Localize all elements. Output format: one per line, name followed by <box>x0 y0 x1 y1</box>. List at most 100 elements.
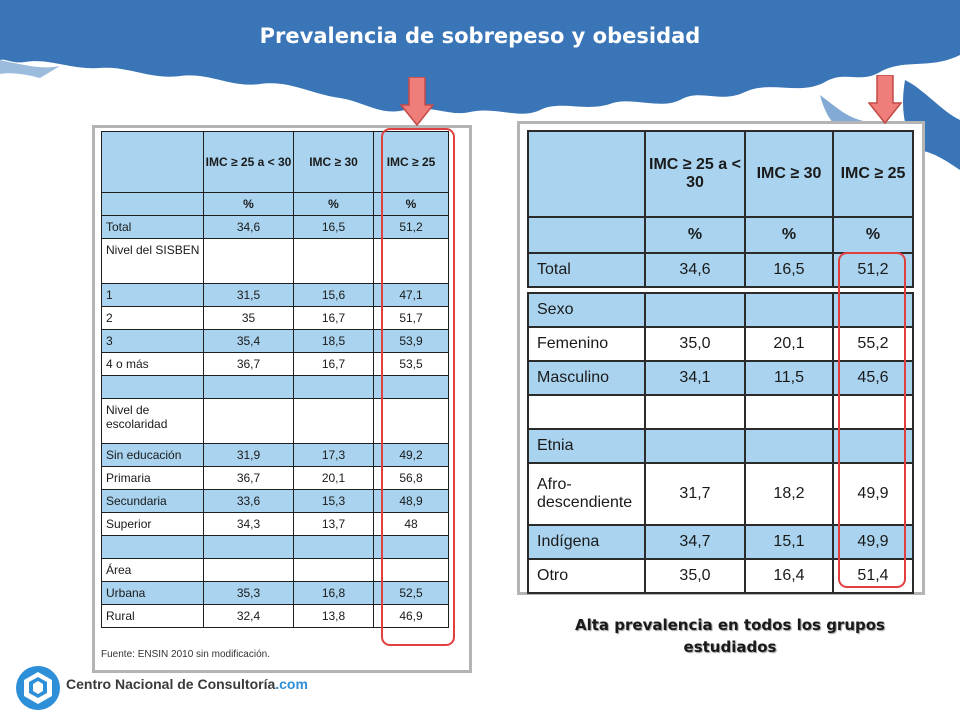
gap-cell <box>645 286 745 294</box>
column-header: IMC ≥ 25 a < 30 <box>203 131 294 193</box>
table-row: 3 35,4 18,5 53,9 <box>101 329 449 353</box>
row-label: Rural <box>101 604 204 628</box>
source-note: Fuente: ENSIN 2010 sin modificación. <box>101 649 270 660</box>
right-data-table: IMC ≥ 25 a < 30 IMC ≥ 30 IMC ≥ 25%%% Total 3… <box>527 130 914 594</box>
column-header <box>527 130 646 218</box>
row-label: 1 <box>101 283 204 307</box>
table-row: 2 35 16,7 51,7 <box>101 306 449 330</box>
value-cell: 34,6 <box>203 215 294 239</box>
value-cell <box>293 558 374 582</box>
value-cell: 15,6 <box>293 283 374 307</box>
row-label: Área <box>101 558 204 582</box>
value-cell: 45,6 <box>832 360 914 396</box>
table-row: Rural 32,4 13,8 46,9 <box>101 604 449 628</box>
table-row: Secundaria 33,6 15,3 48,9 <box>101 489 449 513</box>
value-cell <box>644 428 746 464</box>
value-cell: 49,2 <box>373 443 449 467</box>
value-cell: 16,7 <box>293 352 374 376</box>
logo-text: Centro Nacional de Consultoría.com <box>66 676 308 692</box>
row-label <box>101 375 204 399</box>
value-cell <box>203 558 294 582</box>
unit-row: %%% <box>101 192 449 216</box>
logo-domain: .com <box>275 676 308 692</box>
value-cell <box>203 375 294 399</box>
table-row: Sexo <box>527 292 914 328</box>
value-cell: 35,0 <box>644 326 746 362</box>
table-row: Etnia <box>527 428 914 464</box>
left-data-table: IMC ≥ 25 a < 30 IMC ≥ 30 IMC ≥ 25%%% Total 3… <box>101 131 449 628</box>
value-cell: 31,7 <box>644 462 746 526</box>
value-cell: 35 <box>203 306 294 330</box>
row-label: Total <box>101 215 204 239</box>
row-label: Sexo <box>527 292 646 328</box>
value-cell: 20,1 <box>293 466 374 490</box>
value-cell: 35,4 <box>203 329 294 353</box>
table-row <box>101 535 449 559</box>
column-header: IMC ≥ 25 <box>832 130 914 218</box>
value-cell <box>293 238 374 284</box>
total-row: Total 34,6 16,5 51,2 <box>527 252 914 288</box>
value-cell <box>373 558 449 582</box>
column-header: IMC ≥ 30 <box>293 131 374 193</box>
column-header <box>101 131 204 193</box>
row-label: Total <box>527 252 646 288</box>
value-cell: 55,2 <box>832 326 914 362</box>
value-cell: 15,1 <box>744 524 834 560</box>
value-cell: 51,7 <box>373 306 449 330</box>
value-cell: 56,8 <box>373 466 449 490</box>
value-cell: 16,8 <box>293 581 374 605</box>
highlight-right-column <box>838 252 906 588</box>
logo-icon <box>16 666 60 710</box>
value-cell <box>644 292 746 328</box>
table-row: Nivel del SISBEN <box>101 238 449 284</box>
value-cell: 34,6 <box>644 252 746 288</box>
value-cell: 35,3 <box>203 581 294 605</box>
value-cell <box>203 535 294 559</box>
value-cell <box>203 238 294 284</box>
table-row: Urbana 35,3 16,8 52,5 <box>101 581 449 605</box>
table-row <box>101 375 449 399</box>
value-cell: 31,5 <box>203 283 294 307</box>
row-label: Masculino <box>527 360 646 396</box>
caption: Alta prevalencia en todos los grupos est… <box>575 616 885 656</box>
highlight-left-column <box>381 128 455 646</box>
value-cell: 16,4 <box>744 558 834 594</box>
unit-cell: % <box>373 192 449 216</box>
value-cell: 16,7 <box>293 306 374 330</box>
row-label: Femenino <box>527 326 646 362</box>
table-row: Femenino 35,0 20,1 55,2 <box>527 326 914 362</box>
value-cell: 35,0 <box>644 558 746 594</box>
row-label: Etnia <box>527 428 646 464</box>
table-row: Afro-descendiente 31,7 18,2 49,9 <box>527 462 914 526</box>
value-cell: 49,9 <box>832 462 914 526</box>
value-cell: 11,5 <box>744 360 834 396</box>
table-row: Total 34,6 16,5 51,2 <box>101 215 449 239</box>
table-row <box>527 394 914 430</box>
logo-name: Centro Nacional de Consultoría <box>66 676 276 692</box>
value-cell: 33,6 <box>203 489 294 513</box>
row-label: Afro-descendiente <box>527 462 646 526</box>
unit-cell: % <box>203 192 294 216</box>
row-label: Secundaria <box>101 489 204 513</box>
table-row: Primaria 36,7 20,1 56,8 <box>101 466 449 490</box>
value-cell <box>373 535 449 559</box>
gap-cell <box>528 286 645 294</box>
row-label: Nivel de escolaridad <box>101 398 204 444</box>
value-cell: 31,9 <box>203 443 294 467</box>
left-table-panel: IMC ≥ 25 a < 30 IMC ≥ 30 IMC ≥ 25%%% Total 3… <box>92 125 472 673</box>
value-cell: 34,3 <box>203 512 294 536</box>
table-row: Superior 34,3 13,7 48 <box>101 512 449 536</box>
row-label: Sin educación <box>101 443 204 467</box>
row-label: Nivel del SISBEN <box>101 238 204 284</box>
value-cell: 13,7 <box>293 512 374 536</box>
value-cell <box>644 394 746 430</box>
row-label <box>101 535 204 559</box>
row-label: Superior <box>101 512 204 536</box>
value-cell: 52,5 <box>373 581 449 605</box>
value-cell: 18,5 <box>293 329 374 353</box>
unit-cell: % <box>832 216 914 254</box>
table-row: Masculino 34,1 11,5 45,6 <box>527 360 914 396</box>
value-cell <box>744 292 834 328</box>
column-header: IMC ≥ 25 a < 30 <box>644 130 746 218</box>
gap-cell <box>833 286 913 294</box>
